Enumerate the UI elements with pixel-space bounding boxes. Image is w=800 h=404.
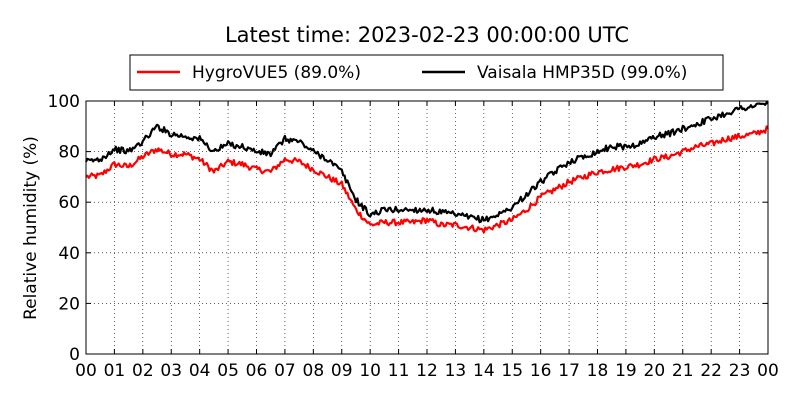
x-tick-label: 19 [615,361,637,381]
x-tick-label: 08 [303,361,325,381]
x-tick-label: 04 [189,361,211,381]
series-lines [85,101,769,234]
chart-title: Latest time: 2023-02-23 00:00:00 UTC [225,23,629,47]
x-tick-label: 21 [672,361,694,381]
x-tick-label: 00 [757,361,779,381]
x-tick-label: 09 [331,361,353,381]
y-tick-label: 80 [58,143,80,163]
x-tick-label: 05 [217,361,239,381]
y-tick-label: 40 [58,244,80,264]
x-tick-label: 10 [359,361,381,381]
x-tick-label: 06 [246,361,268,381]
x-tick-label: 23 [729,361,751,381]
x-tick-label: 16 [530,361,552,381]
series-line-hygrovue5 [85,125,769,234]
x-tick-label: 22 [700,361,722,381]
x-tick-label: 07 [274,361,296,381]
y-tick-label: 100 [48,92,80,112]
y-tick-label: 20 [58,294,80,314]
x-tick-label: 01 [104,361,126,381]
series-line-vaisala [85,101,769,224]
x-tick-label: 12 [416,361,438,381]
y-tick-label: 0 [69,345,80,365]
x-tick-label: 18 [587,361,609,381]
x-tick-label: 20 [644,361,666,381]
y-axis-label: Relative humidity (%) [21,136,41,320]
x-tick-label: 00 [75,361,97,381]
x-tick-label: 11 [388,361,410,381]
x-tick-label: 17 [558,361,580,381]
axis-ticks: 00 01 02 03 04 05 06 07 08 09 10 11 12 13 14 15 16 17 18 19… [48,92,779,381]
grid [86,101,768,354]
x-tick-label: 02 [132,361,154,381]
x-tick-label: 13 [445,361,467,381]
x-tick-label: 15 [501,361,523,381]
y-tick-label: 60 [58,193,80,213]
x-tick-label: 14 [473,361,495,381]
x-tick-label: 03 [160,361,182,381]
legend-label-hygrovue5: HygroVUE5 (89.0%) [192,63,361,83]
legend-label-vaisala: Vaisala HMP35D (99.0%) [477,63,687,83]
